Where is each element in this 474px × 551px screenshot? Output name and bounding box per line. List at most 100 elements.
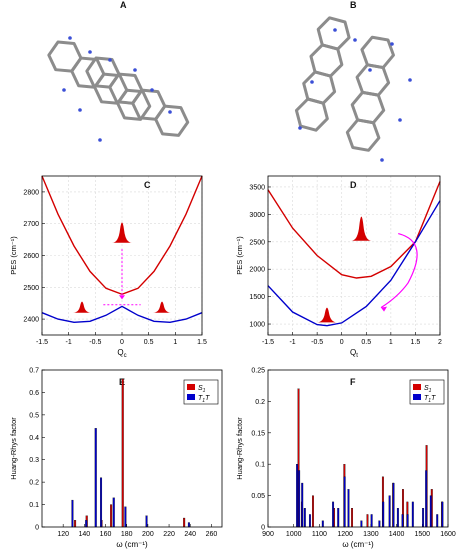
x-tick-label: -1 bbox=[289, 339, 295, 346]
plot-frame bbox=[41, 175, 203, 336]
x-tick-label: 160 bbox=[100, 531, 112, 538]
blue-bar bbox=[370, 514, 373, 528]
y-tick-label: 0.2 bbox=[29, 480, 39, 487]
chart-e: 120 140 160 180 200 220 240 260 0 0.1 0.2 0.3 0.4 0.5… bbox=[9, 368, 223, 549]
blue-bar bbox=[100, 477, 103, 528]
y-tick-label: 0.7 bbox=[29, 368, 39, 375]
red-bar bbox=[183, 517, 186, 528]
legend-swatch bbox=[187, 384, 195, 390]
x-tick-label: 1 bbox=[173, 339, 177, 346]
blue-bar bbox=[429, 495, 432, 528]
red-bar bbox=[351, 508, 354, 528]
blue-bar bbox=[360, 520, 363, 528]
y-tick-label: 2000 bbox=[249, 267, 265, 274]
x-tick-label: 180 bbox=[121, 531, 133, 538]
x-tick-label: 0 bbox=[340, 339, 344, 346]
blue-bar bbox=[388, 495, 391, 528]
blue-bar bbox=[298, 470, 301, 528]
x-axis-label: ω (cm⁻¹) bbox=[342, 540, 374, 549]
plot-frame bbox=[41, 369, 223, 528]
magenta-arrow bbox=[380, 232, 418, 309]
y-tick-label: 1000 bbox=[249, 322, 265, 329]
blue-bar bbox=[401, 514, 404, 528]
x-tick-label: 0.5 bbox=[144, 339, 154, 346]
blue-bar bbox=[347, 489, 350, 528]
x-tick-label: 2 bbox=[438, 339, 442, 346]
x-axis-label: Qt bbox=[350, 348, 358, 359]
legend-label: S1 bbox=[424, 385, 432, 394]
blue-bar bbox=[436, 514, 439, 528]
blue-bar bbox=[378, 520, 381, 528]
plot-frame bbox=[267, 175, 441, 336]
blue-bar bbox=[145, 515, 148, 528]
x-tick-label: 140 bbox=[79, 531, 91, 538]
x-tick-label: 1.5 bbox=[411, 339, 421, 346]
blue-pes-curve bbox=[267, 200, 441, 327]
chart-f: 900 1000 1100 1200 1300 1400 1500 1600 0 0.05 0.1 0… bbox=[235, 368, 456, 550]
y-axis-label: Huang-Rhys factor bbox=[235, 417, 244, 480]
chart-d: -1.5 -1 -0.5 0 0.5 1 1.5 2 1000 1500 2000 2500 3000 3… bbox=[235, 175, 442, 359]
blue-bar bbox=[71, 499, 74, 528]
legend-label-subscript: 1 bbox=[429, 388, 432, 394]
legend-swatch bbox=[413, 384, 421, 390]
y-tick-label: 2500 bbox=[23, 285, 39, 292]
y-tick-label: 2500 bbox=[249, 239, 265, 246]
x-tick-label: -0.5 bbox=[311, 339, 323, 346]
panel-label-c: C bbox=[144, 180, 151, 190]
legend-swatch bbox=[187, 394, 195, 400]
molecule-a-hydrogens bbox=[62, 36, 172, 142]
blue-bar bbox=[343, 476, 346, 528]
y-tick-label: 2700 bbox=[23, 221, 39, 228]
x-tick-label: 220 bbox=[163, 531, 175, 538]
blue-bar bbox=[85, 520, 88, 528]
x-tick-label: 200 bbox=[142, 531, 154, 538]
y-tick-label: 0.4 bbox=[29, 435, 39, 442]
y-axis-label: Huang-Rhys factor bbox=[9, 417, 18, 480]
blue-bar bbox=[406, 514, 409, 528]
blue-bar bbox=[301, 482, 304, 528]
blue-bar bbox=[332, 501, 335, 528]
x-axis-label-subscript: t bbox=[356, 353, 358, 359]
y-axis-label: PES (cm⁻¹) bbox=[235, 236, 244, 275]
y-tick-label: 0.1 bbox=[255, 462, 265, 469]
x-tick-label: -1 bbox=[66, 339, 72, 346]
blue-bar bbox=[308, 514, 311, 528]
y-tick-label: 0 bbox=[35, 525, 39, 532]
chart-c: -1.5 -1 -0.5 0 0.5 1 1.5 2400 2500 2600 2700 2800 PE… bbox=[9, 175, 207, 359]
panel-label-a: A bbox=[120, 0, 127, 10]
x-axis-label-subscript: c bbox=[124, 353, 127, 359]
y-tick-label: 0.1 bbox=[29, 502, 39, 509]
blue-bar bbox=[425, 470, 428, 528]
y-tick-label: 0.2 bbox=[255, 399, 265, 406]
red-wavepacket bbox=[351, 216, 372, 241]
blue-bar bbox=[337, 508, 340, 528]
x-axis-label: ω (cm⁻¹) bbox=[116, 540, 148, 549]
red-wavepacket bbox=[112, 222, 132, 243]
x-tick-label: -1.5 bbox=[262, 339, 274, 346]
legend-label-subscript: 1 bbox=[202, 398, 205, 404]
y-tick-label: 0.25 bbox=[251, 368, 265, 375]
legend-label: T1T bbox=[424, 395, 436, 404]
red-bar bbox=[110, 504, 113, 528]
x-tick-label: 1000 bbox=[286, 531, 302, 538]
y-tick-label: 0.15 bbox=[251, 430, 265, 437]
molecule-b-image bbox=[294, 16, 395, 152]
x-tick-label: 240 bbox=[184, 531, 196, 538]
plot-frame bbox=[267, 369, 449, 528]
blue-bar bbox=[303, 508, 306, 528]
legend-label-suffix: T bbox=[431, 395, 436, 402]
molecule-a-image bbox=[47, 40, 190, 137]
x-tick-label: 120 bbox=[57, 531, 69, 538]
x-tick-label: 1400 bbox=[389, 531, 405, 538]
y-tick-label: 2400 bbox=[23, 317, 39, 324]
blue-bar bbox=[94, 428, 97, 528]
x-tick-label: 1300 bbox=[363, 531, 379, 538]
x-tick-label: 1.5 bbox=[197, 339, 207, 346]
x-tick-label: 0 bbox=[120, 339, 124, 346]
legend-label-subscript: 1 bbox=[203, 388, 206, 394]
blue-bar bbox=[392, 482, 395, 528]
legend-swatch bbox=[413, 394, 421, 400]
red-bar bbox=[366, 514, 369, 528]
red-bar bbox=[312, 495, 314, 528]
